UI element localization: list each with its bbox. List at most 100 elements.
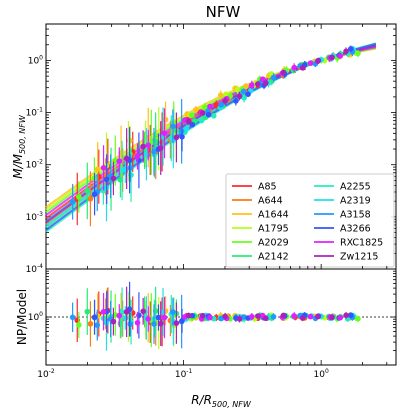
data-point-A3266 [189,121,196,128]
ratio-points [69,281,361,351]
data-point-A3158 [151,148,157,155]
data-point-RXC1825 [116,158,123,164]
data-point-RXC1825 [207,103,213,110]
ratio-point-Zw1215 [123,309,130,315]
chart-title: NFW [206,3,241,21]
y-tick-label-exp: 0 [39,311,43,318]
data-point-Zw1215 [173,134,180,141]
data-point-RXC1825 [134,153,141,160]
data-point-RXC1825 [291,64,297,71]
data-point-A3266 [245,91,251,98]
y-tick-label-exp: 0 [39,54,43,61]
x-axis-label: R/R500, NFW [191,393,252,409]
x-label-main: R/R [191,393,212,407]
data-point-Zw1215 [199,110,206,116]
y-tick-label-exp: -1 [37,107,43,114]
legend: A85 A644 A1644 A1795 A2029 A2142 A2255 A2319 A31… [225,173,395,268]
ratio-point-A3266 [348,312,354,319]
ratio-point-A3158 [270,313,277,320]
ratio-point-A3266 [179,317,185,324]
ratio-point-RXC1825 [249,313,255,320]
legend-box [225,173,395,268]
y-tick-label-base: 10 [28,313,40,323]
legend-label-A85: A85 [258,182,277,193]
data-point-A1644 [243,83,249,90]
ratio-point-A2319 [122,315,129,321]
data-point-Zw1215 [255,81,261,87]
y-tick-label-base: 10 [28,56,40,66]
data-point-Zw1215 [329,54,335,61]
data-point-RXC1825 [145,142,152,149]
data-point-A2029 [189,112,195,118]
data-point-Zw1215 [262,80,269,86]
ratio-point-RXC1825 [134,319,141,326]
ratio-point-A2029 [355,316,361,322]
data-point-A2029 [355,50,361,57]
data-point-A3266 [179,134,185,140]
data-point-Zw1215 [315,58,321,64]
x-tick-label-exp: 0 [325,368,329,375]
ratio-point-Zw1215 [262,315,269,322]
y-tick-label: 10-4 [26,263,44,275]
data-point-A2255 [241,94,247,101]
data-point-A2142 [84,188,91,194]
ratio-point-A644 [87,321,94,327]
mass-profile-points: **** [69,45,361,227]
y-tick-label: 10-1 [26,107,44,119]
x-tick-label: 100 [314,368,329,380]
y-tick-label-base: 10 [26,265,38,275]
x-tick-label: 10-1 [175,368,193,380]
ratio-point-Zw1215 [236,316,243,322]
ratio-point-RXC1825 [116,312,123,319]
legend-label-A644: A644 [258,196,283,207]
y-tick-label-exp: -3 [37,211,43,218]
ratio-point-RXC1825 [161,314,168,321]
data-point-Zw1215 [123,155,130,162]
data-point-A85 [213,102,220,108]
ratio-point-A3266 [91,314,98,321]
data-point-Zw1215 [299,65,306,71]
data-point-A3158 [270,74,277,81]
data-point-RXC1825 [259,76,266,82]
y-tick-label: 100 [28,311,43,323]
x-tick-label-exp: -1 [186,368,192,375]
ratio-point-RXC1825 [307,313,314,320]
data-point-A3158 [240,88,247,95]
legend-label-A3266: A3266 [340,224,371,235]
data-point-A3158 [69,198,76,205]
y-tick-label-base: 10 [26,161,38,171]
ratio-point-Zw1215 [315,313,321,320]
y-tick-label-base: 10 [26,109,38,119]
data-point-A3158 [170,123,176,130]
ratio-point-RXC1825 [207,314,213,321]
data-point-RXC1825 [100,165,107,171]
ratio-point-Zw1215 [110,318,117,325]
ratio-point-A3158 [151,321,157,327]
ratio-point-A3158 [94,322,101,328]
ratio-point-Zw1215 [173,320,180,326]
data-point-Zw1215 [280,69,287,76]
data-point-A3266 [348,46,354,52]
ratio-point-Zw1215 [222,313,228,320]
legend-label-A2319: A2319 [340,196,371,207]
y-tick-label: 10-3 [26,211,44,223]
data-point-A3266 [91,191,98,198]
data-point-RXC1825 [161,130,168,137]
ratio-point-A3158 [69,314,76,321]
x-tick-label-base: 10 [37,370,49,380]
legend-label-A1644: A1644 [258,210,289,221]
ratio-y-axis-label: NP/Model [15,289,29,345]
data-point-A2319 [122,166,129,172]
data-point-A1644 [217,92,224,98]
data-point-Zw1215 [110,175,117,182]
x-tick-label-base: 10 [314,370,326,380]
ratio-point-Zw1215 [199,312,206,319]
data-point-A3158 [127,165,134,171]
data-point-A2319 [183,125,190,132]
ratio-point-A2142 [84,308,91,315]
ratio-point-Zw1215 [140,308,146,315]
data-point-RXC1825 [307,60,314,66]
x-axis-ticks: 10-2 10-1 100 [37,24,388,380]
ratio-point-Zw1215 [299,315,306,321]
